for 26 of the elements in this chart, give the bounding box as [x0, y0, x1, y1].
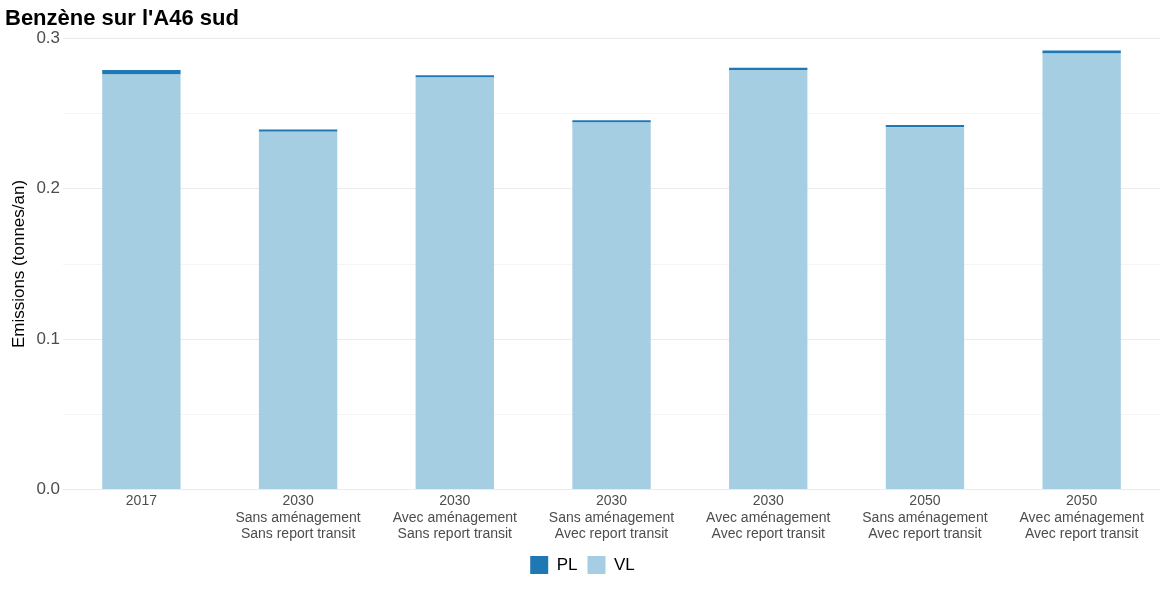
x-tick-label: 2030 Sans aménagement Avec report transit	[548, 491, 675, 542]
bar	[415, 77, 494, 490]
bar	[102, 74, 181, 490]
legend-label: VL	[614, 554, 635, 574]
bar	[258, 131, 338, 490]
chart-title: Benzène sur l'A46 sud	[5, 5, 239, 31]
bar	[258, 129, 338, 132]
bar	[729, 69, 808, 490]
y-tick-label: 0.1	[36, 328, 61, 348]
y-axis-title: Emissions (tonnes/an)	[8, 179, 28, 349]
bar	[885, 127, 965, 490]
x-tick-label: 2030 Sans aménagement Sans report transit	[235, 491, 361, 542]
y-tick-label: 0.2	[36, 178, 61, 198]
x-tick-label: 2030 Avec aménagement Sans report transit	[392, 491, 518, 542]
x-tick-label: 2050 Avec aménagement Avec report transit	[1019, 491, 1144, 542]
legend-label: PL	[556, 554, 578, 574]
y-tick-label: 0.3	[36, 28, 61, 48]
x-tick-label: 2017	[125, 491, 158, 508]
bar	[572, 120, 651, 123]
x-tick-label: 2050 Sans aménagement Avec report transit	[862, 491, 988, 542]
bar	[415, 75, 494, 78]
y-tick-label: 0.0	[36, 479, 61, 499]
bar	[1042, 53, 1121, 490]
bar	[1042, 50, 1121, 54]
bar	[572, 122, 651, 490]
x-tick-label: 2030 Avec aménagement Avec report transit	[706, 491, 831, 542]
